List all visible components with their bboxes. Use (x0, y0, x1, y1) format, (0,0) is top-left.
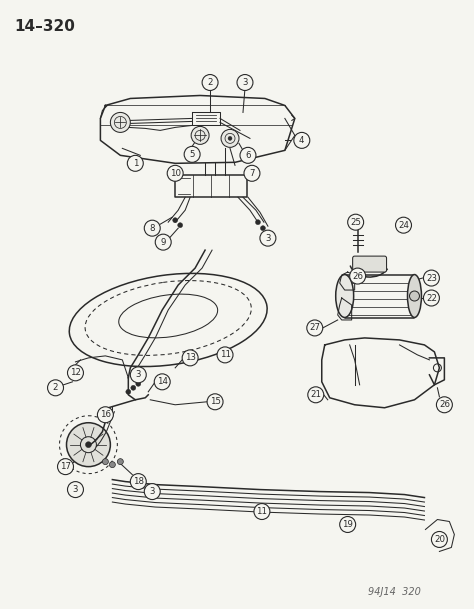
Circle shape (155, 234, 171, 250)
Ellipse shape (336, 275, 354, 317)
Text: 11: 11 (256, 507, 267, 516)
Text: 26: 26 (439, 400, 450, 409)
Circle shape (182, 350, 198, 366)
Circle shape (340, 516, 356, 532)
Text: 3: 3 (242, 78, 248, 87)
Circle shape (437, 397, 452, 413)
Text: 12: 12 (70, 368, 81, 378)
Text: 3: 3 (136, 370, 141, 379)
Circle shape (202, 74, 218, 91)
Circle shape (102, 459, 109, 465)
Circle shape (350, 268, 365, 284)
Text: 6: 6 (245, 151, 251, 160)
Text: 19: 19 (342, 520, 353, 529)
Text: 10: 10 (170, 169, 181, 178)
Circle shape (67, 365, 83, 381)
Circle shape (110, 113, 130, 132)
Text: 3: 3 (265, 234, 271, 242)
Text: 8: 8 (149, 224, 155, 233)
Circle shape (118, 459, 123, 465)
Text: 5: 5 (190, 150, 195, 159)
Circle shape (144, 484, 160, 499)
Text: 18: 18 (133, 477, 144, 486)
Text: 1: 1 (133, 159, 138, 168)
FancyBboxPatch shape (353, 256, 387, 272)
Circle shape (178, 223, 182, 228)
Text: 7: 7 (249, 169, 255, 178)
Text: 25: 25 (350, 217, 361, 227)
Text: 9: 9 (161, 238, 166, 247)
Text: 27: 27 (309, 323, 320, 333)
Circle shape (167, 165, 183, 181)
Circle shape (207, 394, 223, 410)
Circle shape (221, 129, 239, 147)
Circle shape (255, 220, 260, 225)
Circle shape (131, 385, 136, 390)
Text: 3: 3 (149, 487, 155, 496)
Circle shape (423, 270, 439, 286)
Text: 13: 13 (185, 353, 196, 362)
Ellipse shape (408, 275, 421, 317)
Circle shape (126, 389, 131, 394)
Circle shape (98, 407, 113, 423)
Circle shape (395, 217, 411, 233)
Circle shape (67, 482, 83, 498)
Circle shape (308, 387, 324, 403)
Text: 14–320: 14–320 (15, 19, 75, 33)
Circle shape (144, 220, 160, 236)
Text: 26: 26 (352, 272, 363, 281)
Text: 21: 21 (310, 390, 321, 400)
Circle shape (128, 155, 143, 171)
Circle shape (294, 132, 310, 149)
Circle shape (130, 367, 146, 383)
Circle shape (410, 291, 419, 301)
Circle shape (260, 230, 276, 246)
Text: 20: 20 (434, 535, 445, 544)
Circle shape (130, 474, 146, 490)
Circle shape (307, 320, 323, 336)
Text: 15: 15 (210, 397, 220, 406)
Circle shape (228, 136, 232, 141)
Circle shape (173, 217, 178, 223)
Text: 22: 22 (426, 294, 437, 303)
Circle shape (109, 462, 115, 468)
Text: 94J14  320: 94J14 320 (368, 587, 421, 597)
Text: 23: 23 (426, 273, 437, 283)
Text: 2: 2 (207, 78, 213, 87)
Circle shape (66, 423, 110, 466)
Text: 17: 17 (60, 462, 71, 471)
Text: 2: 2 (53, 383, 58, 392)
Circle shape (57, 459, 73, 474)
Text: 3: 3 (73, 485, 78, 494)
Text: 14: 14 (157, 378, 168, 386)
Circle shape (191, 127, 209, 144)
Circle shape (260, 226, 265, 231)
Circle shape (240, 147, 256, 163)
Text: 24: 24 (398, 220, 409, 230)
Circle shape (217, 347, 233, 363)
Text: 4: 4 (299, 136, 305, 145)
Text: 16: 16 (100, 410, 111, 419)
Circle shape (154, 374, 170, 390)
Circle shape (347, 214, 364, 230)
Circle shape (431, 532, 447, 547)
Circle shape (237, 74, 253, 91)
Circle shape (184, 146, 200, 163)
Circle shape (136, 381, 141, 386)
Circle shape (47, 380, 64, 396)
Text: 11: 11 (219, 350, 230, 359)
Circle shape (254, 504, 270, 519)
Circle shape (244, 165, 260, 181)
Circle shape (85, 442, 91, 448)
Circle shape (423, 290, 439, 306)
